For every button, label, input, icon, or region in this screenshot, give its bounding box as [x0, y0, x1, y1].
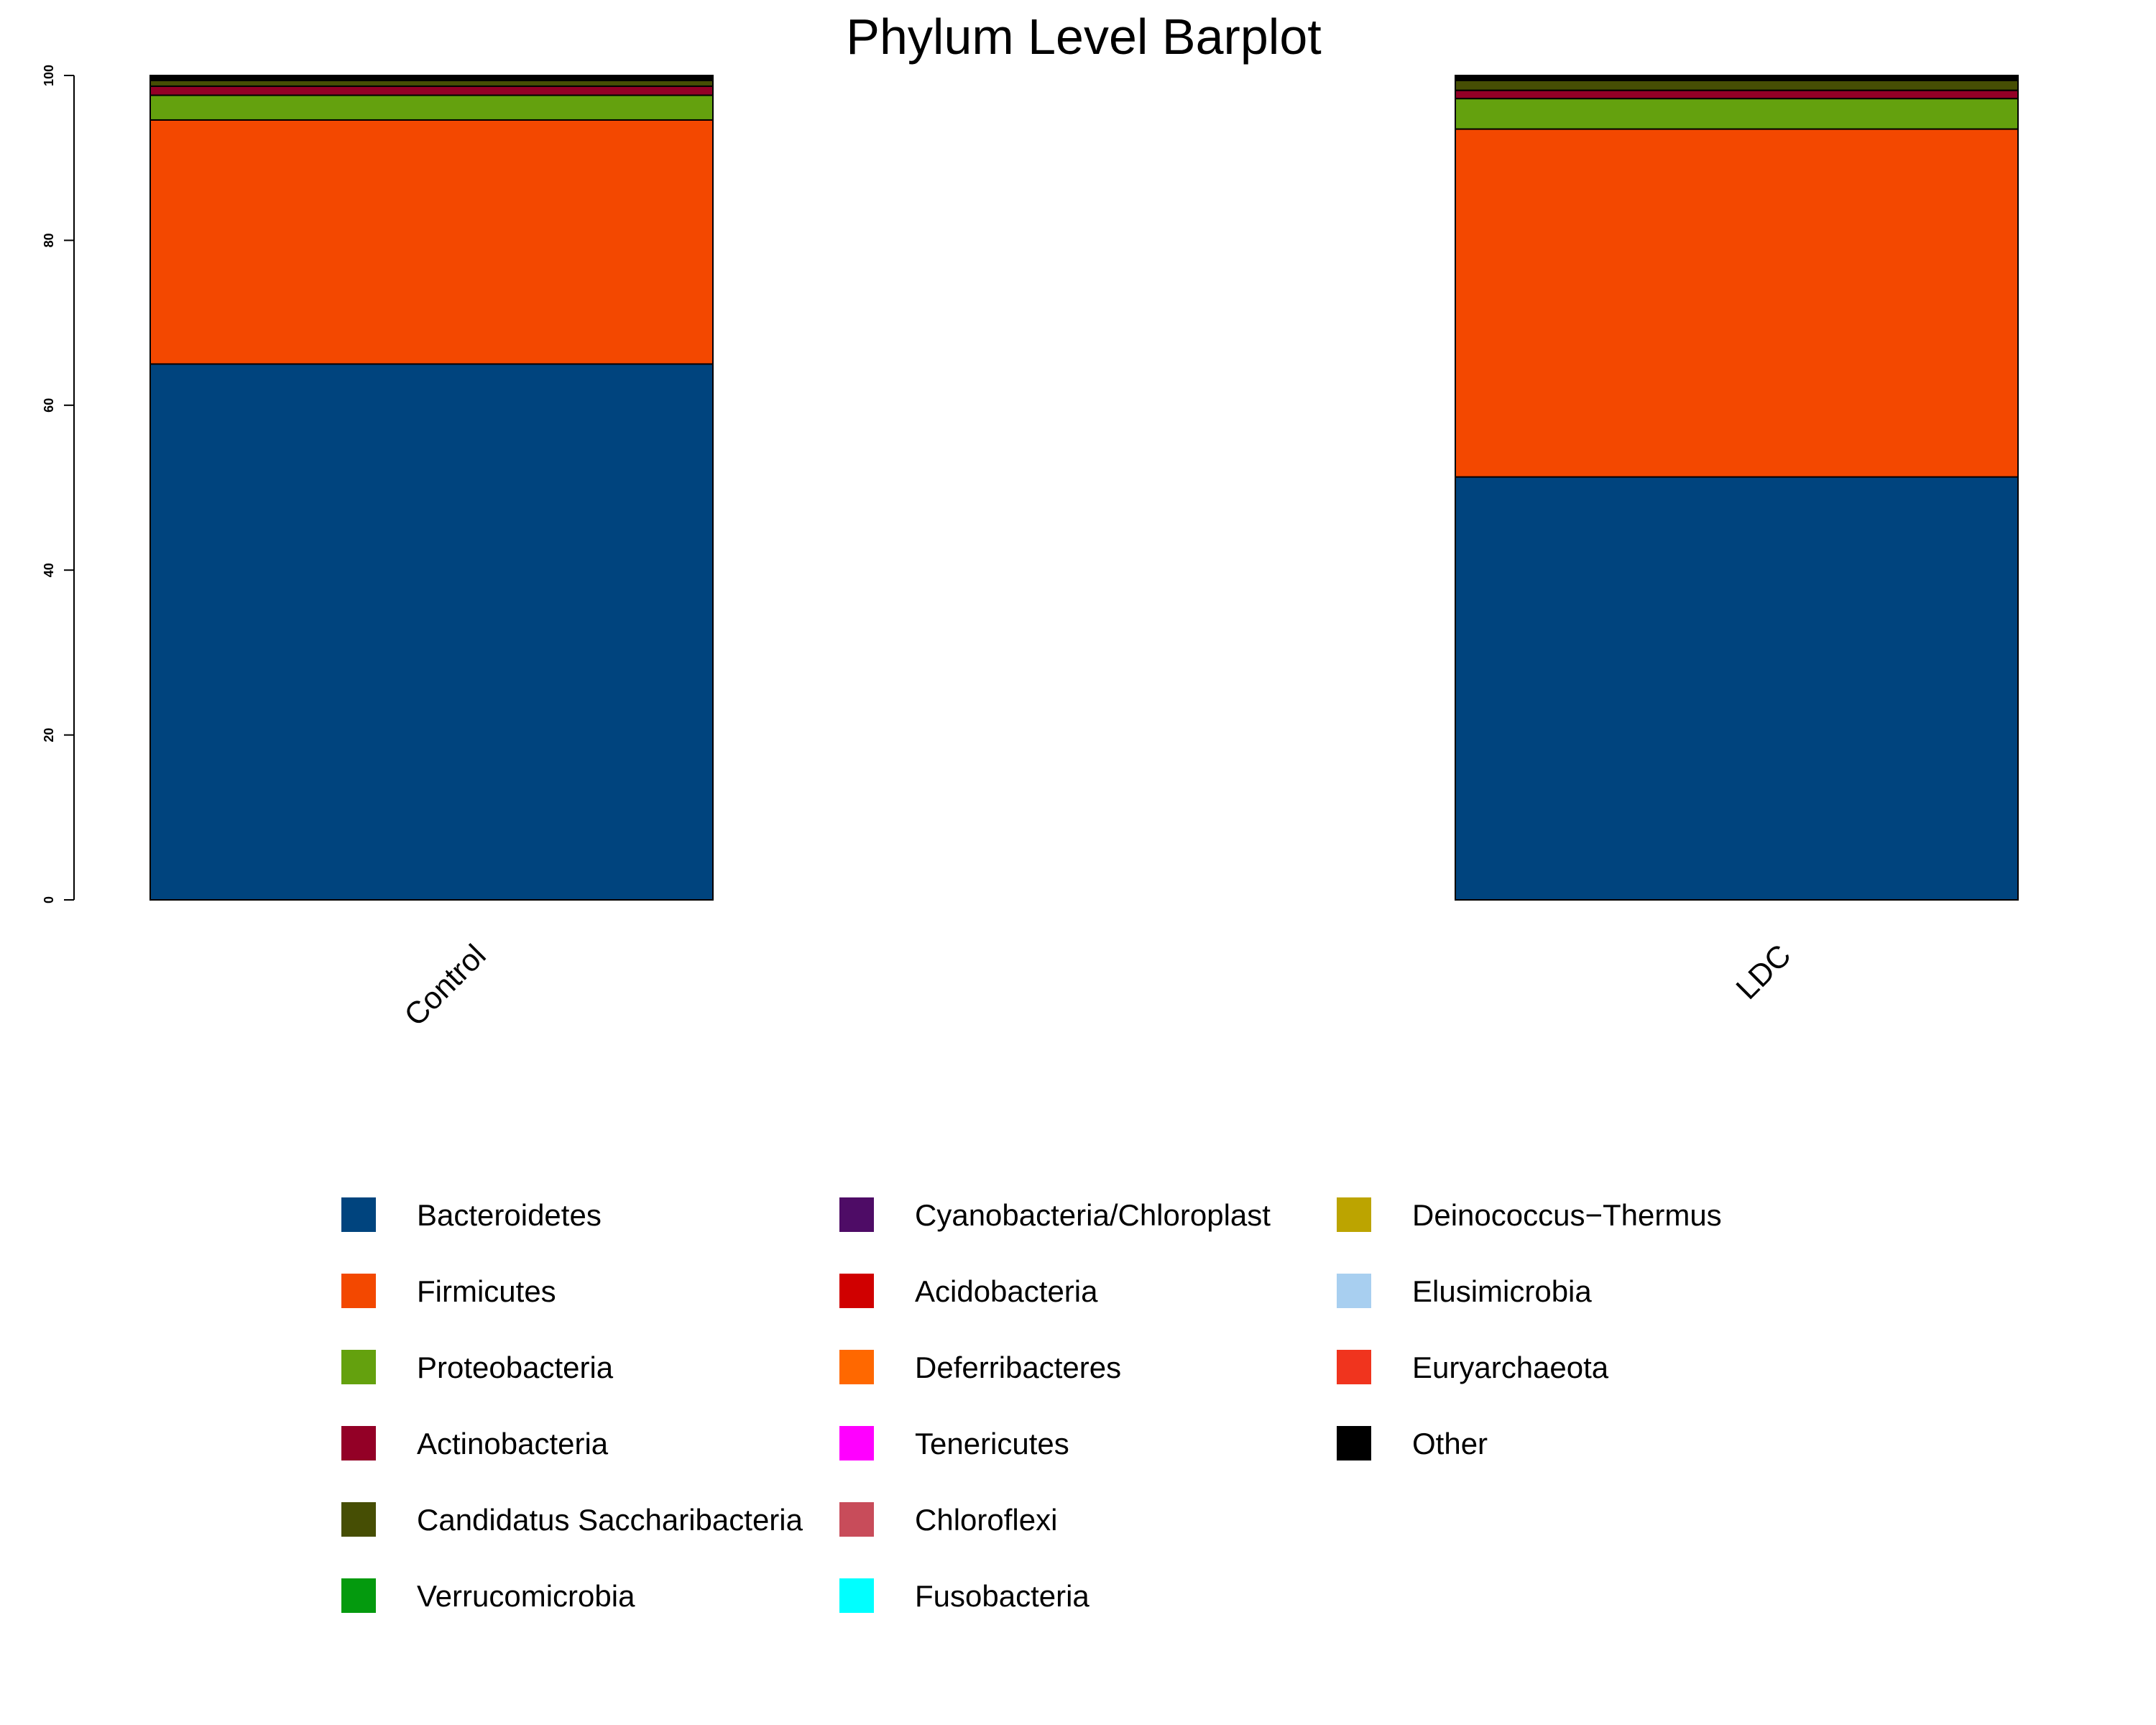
y-axis: 0 20 40 60 80 100	[42, 65, 75, 903]
y-tick-label: 100	[42, 65, 56, 86]
legend-item-deferribacteres: Deferribacteres	[839, 1350, 1121, 1384]
legend-swatch	[341, 1274, 376, 1308]
legend-item-acidobacteria: Acidobacteria	[839, 1274, 1098, 1308]
legend-label: Deferribacteres	[915, 1351, 1121, 1384]
legend-label: Acidobacteria	[915, 1274, 1098, 1308]
legend-label: Chloroflexi	[915, 1503, 1057, 1537]
legend-item-tenericutes: Tenericutes	[839, 1426, 1069, 1460]
legend-label: Candidatus Saccharibacteria	[417, 1503, 803, 1537]
legend-label: Cyanobacteria/Chloroplast	[915, 1198, 1271, 1232]
legend-item-elusimicrobia: Elusimicrobia	[1337, 1274, 1592, 1308]
legend-label: Tenericutes	[915, 1427, 1069, 1460]
legend-item-actinobacteria: Actinobacteria	[341, 1426, 609, 1460]
x-axis-labels: Control LDC	[398, 938, 1798, 1033]
legend-swatch	[1337, 1350, 1371, 1384]
legend-swatch	[341, 1426, 376, 1460]
legend-swatch	[341, 1578, 376, 1613]
y-tick-label: 80	[42, 233, 56, 247]
y-tick-label: 20	[42, 728, 56, 742]
x-tick-label-control: Control	[398, 938, 493, 1033]
legend-item-cyanobacteria-chloroplast: Cyanobacteria/Chloroplast	[839, 1197, 1271, 1232]
legend-swatch	[1337, 1274, 1371, 1308]
bar-stack-ldc	[1455, 75, 2019, 901]
legend-item-proteobacteria: Proteobacteria	[341, 1350, 614, 1384]
legend-swatch	[1337, 1426, 1371, 1460]
bar-segment-ldc-firmicutes	[1455, 128, 2019, 478]
legend-swatch	[839, 1502, 874, 1537]
legend-swatch	[839, 1350, 874, 1384]
legend-label: Bacteroidetes	[417, 1198, 602, 1232]
bar-segment-ldc-other	[1455, 75, 2019, 81]
legend-label: Euryarchaeota	[1412, 1351, 1609, 1384]
legend-item-deinococcus-thermus: Deinococcus−Thermus	[1337, 1197, 1722, 1232]
legend-label: Fusobacteria	[915, 1579, 1089, 1613]
legend-swatch	[839, 1274, 874, 1308]
bar-segment-ldc-candidatus-saccharibacteria	[1455, 79, 2019, 91]
legend-label: Proteobacteria	[417, 1351, 614, 1384]
legend-item-other: Other	[1337, 1426, 1488, 1460]
legend-swatch	[341, 1502, 376, 1537]
bar-segment-ldc-actinobacteria	[1455, 89, 2019, 100]
bar-stack-control	[149, 75, 714, 901]
legend-item-candidatus-saccharibacteria: Candidatus Saccharibacteria	[341, 1502, 803, 1537]
x-tick-label-ldc: LDC	[1730, 938, 1798, 1006]
legend-item-fusobacteria: Fusobacteria	[839, 1578, 1089, 1613]
legend-item-verrucomicrobia: Verrucomicrobia	[341, 1578, 635, 1613]
y-tick-label: 40	[42, 563, 56, 577]
legend-item-chloroflexi: Chloroflexi	[839, 1502, 1057, 1537]
legend-label: Firmicutes	[417, 1274, 556, 1308]
legend-label: Verrucomicrobia	[417, 1579, 635, 1613]
bar-segment-control-firmicutes	[149, 119, 714, 365]
legend-label: Elusimicrobia	[1412, 1274, 1592, 1308]
legend-item-firmicutes: Firmicutes	[341, 1274, 556, 1308]
bar-segment-control-bacteroidetes	[149, 363, 714, 901]
bar-segment-control-proteobacteria	[149, 94, 714, 121]
legend-label: Actinobacteria	[417, 1427, 609, 1460]
legend-swatch	[839, 1426, 874, 1460]
bar-segment-control-actinobacteria	[149, 85, 714, 96]
legend-item-bacteroidetes: Bacteroidetes	[341, 1197, 602, 1232]
bar-segment-ldc-proteobacteria	[1455, 98, 2019, 130]
bar-segment-ldc-bacteroidetes	[1455, 476, 2019, 901]
legend-swatch	[839, 1578, 874, 1613]
legend-swatch	[341, 1197, 376, 1232]
legend-swatch	[1337, 1197, 1371, 1232]
stacked-bars	[149, 75, 2019, 901]
legend-label: Other	[1412, 1427, 1488, 1460]
legend: Bacteroidetes Firmicutes Proteobacteria Act…	[341, 1197, 1722, 1613]
legend-swatch	[839, 1197, 874, 1232]
legend-swatch	[341, 1350, 376, 1384]
legend-item-euryarchaeota: Euryarchaeota	[1337, 1350, 1609, 1384]
chart-title: Phylum Level Barplot	[846, 9, 1321, 65]
y-tick-label: 60	[42, 398, 56, 413]
bar-segment-control-candidatus-saccharibacteria	[149, 79, 714, 87]
legend-label: Deinococcus−Thermus	[1412, 1198, 1722, 1232]
y-tick-label: 0	[42, 896, 56, 903]
bar-segment-control-other	[149, 75, 714, 81]
